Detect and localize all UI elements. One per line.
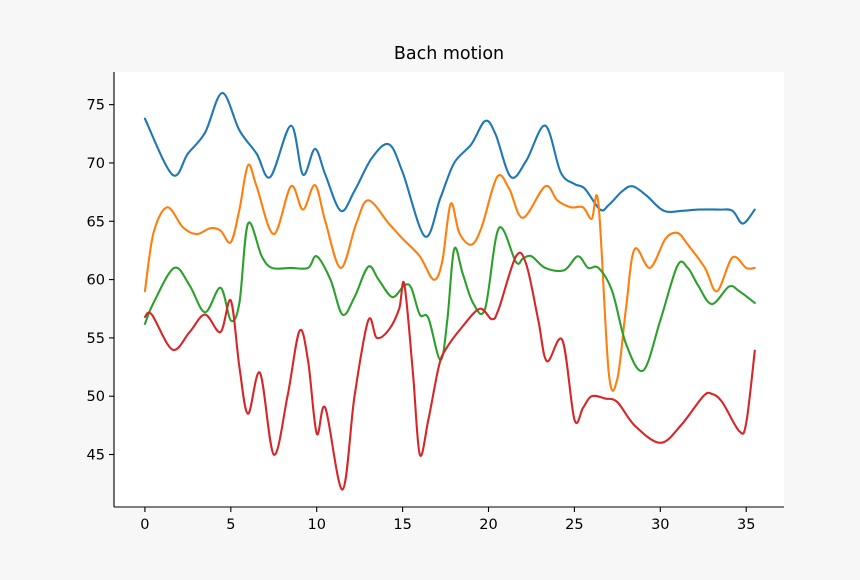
x-tick-label: 0 xyxy=(140,517,149,533)
y-tick-label: 50 xyxy=(87,389,105,405)
series-line-4 xyxy=(143,251,756,491)
x-tick-label: 35 xyxy=(737,517,755,533)
x-tick-label: 25 xyxy=(565,517,583,533)
x-tick-label: 15 xyxy=(393,517,411,533)
y-tick-label: 60 xyxy=(87,273,105,289)
series-line-3 xyxy=(143,221,756,373)
x-tick-label: 20 xyxy=(479,517,497,533)
chart-title: Bach motion xyxy=(394,44,504,64)
x-tick-label: 30 xyxy=(651,517,669,533)
x-tick-label: 5 xyxy=(226,517,235,533)
y-tick-label: 65 xyxy=(87,214,105,230)
y-tick-label: 55 xyxy=(87,331,105,347)
y-tick-label: 75 xyxy=(87,98,105,114)
series-line-1 xyxy=(143,91,756,238)
series-layer xyxy=(143,91,756,491)
y-tick-label: 70 xyxy=(87,156,105,172)
y-axis-ticks: 45 50 55 60 65 70 75 xyxy=(87,98,114,464)
x-tick-label: 10 xyxy=(307,517,325,533)
y-tick-label: 45 xyxy=(87,448,105,464)
series-line-2 xyxy=(143,163,756,392)
x-axis-ticks: 0 5 10 15 20 25 30 35 xyxy=(140,507,755,533)
